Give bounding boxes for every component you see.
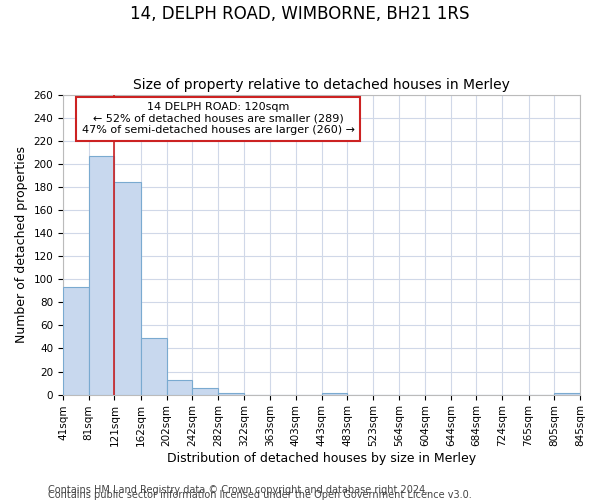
Y-axis label: Number of detached properties: Number of detached properties xyxy=(15,146,28,343)
Bar xyxy=(115,182,141,394)
Bar xyxy=(141,338,167,394)
Bar xyxy=(167,380,192,394)
Bar xyxy=(89,156,115,394)
Text: Contains HM Land Registry data © Crown copyright and database right 2024.: Contains HM Land Registry data © Crown c… xyxy=(48,485,428,495)
Text: 14 DELPH ROAD: 120sqm
← 52% of detached houses are smaller (289)
47% of semi-det: 14 DELPH ROAD: 120sqm ← 52% of detached … xyxy=(82,102,355,136)
Title: Size of property relative to detached houses in Merley: Size of property relative to detached ho… xyxy=(133,78,510,92)
Bar xyxy=(192,388,218,394)
X-axis label: Distribution of detached houses by size in Merley: Distribution of detached houses by size … xyxy=(167,452,476,465)
Text: Contains public sector information licensed under the Open Government Licence v3: Contains public sector information licen… xyxy=(48,490,472,500)
Bar xyxy=(63,288,89,395)
Text: 14, DELPH ROAD, WIMBORNE, BH21 1RS: 14, DELPH ROAD, WIMBORNE, BH21 1RS xyxy=(130,5,470,23)
